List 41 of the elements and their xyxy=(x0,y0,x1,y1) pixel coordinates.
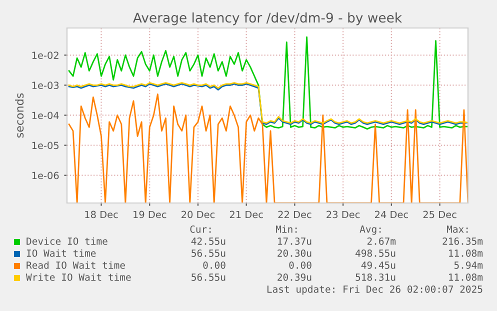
y-tick-label: 1e-03 xyxy=(32,82,59,90)
x-tick-label: 18 Dec xyxy=(85,210,118,218)
x-tick-label: 25 Dec xyxy=(423,210,456,218)
x-tick-label: 20 Dec xyxy=(182,210,215,218)
x-tick-label: 23 Dec xyxy=(326,210,360,218)
text: 498.55u xyxy=(356,249,396,257)
y-tick-label: 1e-02 xyxy=(32,52,58,59)
text: Cur: xyxy=(190,225,211,233)
text: 2.67m xyxy=(367,237,396,245)
legend-label: Write IO Wait time xyxy=(26,273,131,281)
legend-label: Device IO time xyxy=(26,237,108,245)
text: 518.31u xyxy=(356,273,396,281)
x-tick-label: 24 Dec xyxy=(375,210,408,218)
text: 20.30u xyxy=(278,249,312,257)
x-tick-label: 19 Dec xyxy=(134,210,166,218)
text: 56.55u xyxy=(192,249,226,257)
legend-label: IO Wait time xyxy=(26,249,96,257)
text: 56.55u xyxy=(192,273,226,281)
x-tick-label: 22 Dec xyxy=(278,210,312,218)
text: 0.00 xyxy=(289,261,312,269)
text: 49.45u xyxy=(361,261,396,269)
y-tick-label: 1e-06 xyxy=(32,172,59,180)
y-axis-title: seconds xyxy=(15,93,24,138)
chart-title: Average latency for /dev/dm-9 - by week xyxy=(133,12,402,26)
text: 5.94m xyxy=(454,261,483,269)
y-tick-label: 1e-05 xyxy=(32,142,59,150)
text: 17.37u xyxy=(278,237,312,245)
x-tick-label: 21 Dec xyxy=(230,210,263,218)
line-series xyxy=(68,36,468,130)
text: Last update: Fri Dec 26 02:00:07 2025 xyxy=(267,285,482,295)
text: 11.08m xyxy=(449,273,483,281)
text: 0.00 xyxy=(203,261,226,269)
text: 20.39u xyxy=(278,273,312,281)
text: Min: xyxy=(276,225,297,233)
text: 11.08m xyxy=(449,249,483,257)
y-tick-label: 1e-04 xyxy=(32,112,59,120)
text: Max: xyxy=(446,226,468,233)
text: 42.55u xyxy=(191,237,226,245)
legend-label: Read IO Wait time xyxy=(26,261,125,269)
text: 216.35m xyxy=(442,237,483,245)
text: Avg: xyxy=(360,226,381,235)
